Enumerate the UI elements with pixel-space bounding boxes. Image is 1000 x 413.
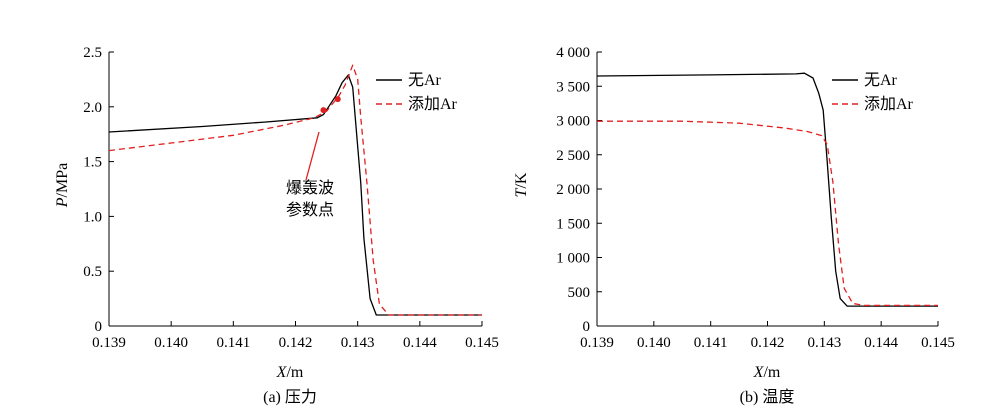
- pressure-x-tick-label: 0.143: [341, 335, 375, 351]
- pressure-x-tick-label: 0.139: [92, 335, 126, 351]
- pressure-legend: 无Ar 添加Ar: [376, 72, 458, 113]
- temperature-y-tick-label: 2 500: [556, 148, 590, 164]
- pressure-y-label: P/MPa: [54, 163, 71, 208]
- pressure-y-tick-label: 0.5: [83, 264, 102, 280]
- pressure-x-ticks: 0.139 0.140 0.141 0.142 0.143 0.144 0.145: [92, 321, 499, 351]
- temperature-y-label: T/K: [513, 172, 530, 197]
- pressure-markers: [320, 96, 341, 114]
- temperature-x-tick-label: 0.139: [580, 335, 614, 351]
- temperature-series-ar: [597, 120, 938, 307]
- pressure-x-tick-label: 0.141: [216, 335, 250, 351]
- annotation-arrow-line: [305, 131, 320, 181]
- pressure-series-ar: [108, 64, 482, 316]
- pressure-y-tick-label: 1.0: [83, 209, 102, 225]
- temperature-y-tick-label: 3 000: [556, 114, 590, 130]
- temperature-legend: 无Ar 添加Ar: [832, 72, 914, 113]
- detonation-parameter-point: [334, 96, 341, 103]
- pressure-y-tick-label: 2.0: [83, 100, 102, 116]
- temperature-y-tick-label: 1 500: [556, 216, 590, 232]
- pressure-y-tick-label: 1.5: [83, 155, 102, 171]
- pressure-caption: (a) 压力: [263, 388, 317, 406]
- annotation-line-2: 参数点: [286, 201, 334, 219]
- pressure-series: [108, 64, 482, 316]
- temperature-series: [596, 72, 938, 307]
- temperature-x-tick-label: 0.145: [921, 335, 955, 351]
- temperature-y-tick-label: 4 000: [556, 45, 590, 61]
- temperature-x-tick-label: 0.142: [751, 335, 785, 351]
- temperature-chart: 0.139 0.140 0.141 0.142 0.143 0.144 0.145 0 500…: [513, 45, 955, 406]
- pressure-y-ticks: 0 0.5 1.0 1.5 2.0 2.5: [83, 45, 114, 335]
- pressure-legend-label-no-ar: 无Ar: [408, 72, 442, 89]
- temperature-x-label: X/m: [753, 364, 781, 381]
- temperature-x-tick-label: 0.143: [807, 335, 841, 351]
- temperature-y-tick-label: 3 500: [556, 79, 590, 95]
- pressure-x-tick-label: 0.140: [154, 335, 188, 351]
- temperature-legend-label-ar: 添加Ar: [864, 95, 914, 113]
- temperature-legend-label-no-ar: 无Ar: [864, 72, 898, 89]
- temperature-y-tick-label: 1 000: [556, 251, 590, 267]
- temperature-x-tick-label: 0.144: [864, 335, 898, 351]
- pressure-chart: 0.139 0.140 0.141 0.142 0.143 0.144 0.145 0 0.5…: [54, 45, 499, 406]
- pressure-y-tick-label: 2.5: [83, 45, 102, 61]
- temperature-caption: (b) 温度: [740, 388, 795, 406]
- detonation-parameter-point: [320, 107, 327, 114]
- temperature-y-ticks: 0 500 1 000 1 500 2 000 2 500 3 000 3 500 4 000: [556, 45, 602, 335]
- pressure-x-tick-label: 0.145: [465, 335, 499, 351]
- pressure-y-tick-label: 0: [95, 319, 103, 335]
- pressure-annotation: 爆轰波 参数点: [286, 131, 334, 219]
- annotation-line-1: 爆轰波: [286, 178, 334, 197]
- temperature-y-tick-label: 2 000: [556, 182, 590, 198]
- pressure-x-tick-label: 0.142: [279, 335, 313, 351]
- temperature-x-tick-label: 0.140: [637, 335, 671, 351]
- temperature-x-ticks: 0.139 0.140 0.141 0.142 0.143 0.144 0.145: [580, 321, 955, 351]
- pressure-x-tick-label: 0.144: [403, 335, 437, 351]
- temperature-axes: [596, 52, 938, 327]
- temperature-x-tick-label: 0.141: [694, 335, 728, 351]
- pressure-x-label: X/m: [276, 364, 304, 381]
- temperature-y-tick-label: 500: [568, 285, 591, 301]
- pressure-legend-label-ar: 添加Ar: [408, 95, 458, 113]
- temperature-y-tick-label: 0: [583, 319, 591, 335]
- temperature-series-no-ar: [596, 72, 938, 307]
